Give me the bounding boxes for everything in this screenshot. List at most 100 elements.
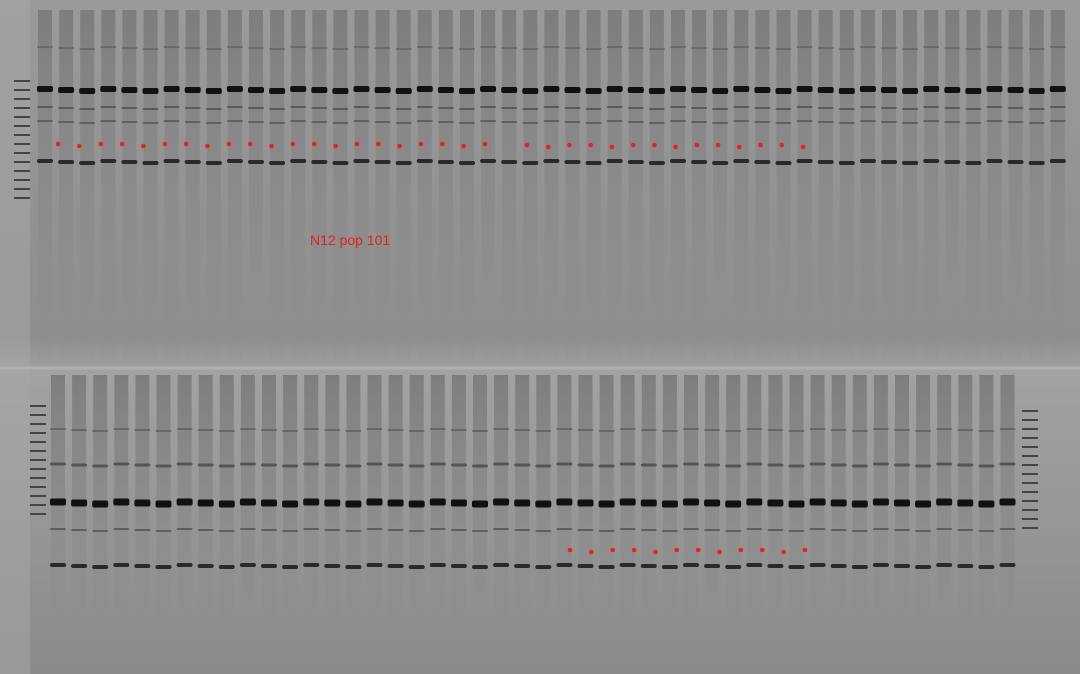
band [459, 108, 475, 110]
band [269, 48, 286, 50]
band [92, 565, 109, 569]
band [239, 528, 256, 530]
band [986, 86, 1003, 92]
band [514, 463, 531, 467]
band [353, 106, 370, 108]
band [374, 47, 391, 49]
band [218, 464, 235, 468]
band [514, 529, 531, 531]
band [459, 122, 475, 124]
band [619, 498, 636, 506]
band [58, 47, 75, 49]
lane [945, 10, 960, 360]
lane [72, 375, 87, 640]
ladder-band [14, 80, 30, 82]
band [598, 430, 615, 432]
band [416, 86, 433, 92]
band [704, 499, 721, 507]
band [121, 160, 138, 164]
band [416, 120, 433, 122]
band [661, 464, 678, 468]
band [859, 86, 876, 92]
lane [164, 10, 179, 360]
band [775, 161, 792, 165]
band [894, 529, 910, 531]
band [788, 500, 805, 508]
band [113, 563, 130, 567]
band [184, 121, 201, 123]
band [619, 428, 636, 430]
band [1007, 121, 1024, 123]
band [345, 464, 362, 468]
dot [375, 141, 381, 147]
band [374, 121, 391, 123]
band [683, 563, 699, 567]
band [134, 429, 151, 431]
lane [304, 375, 319, 640]
band [176, 462, 193, 466]
band [71, 564, 88, 568]
band [374, 107, 391, 109]
lane [59, 10, 74, 360]
band [353, 46, 370, 48]
band [965, 161, 982, 165]
ladder-band [14, 116, 30, 118]
band [725, 430, 742, 432]
band [851, 530, 868, 532]
band [205, 48, 222, 50]
band [809, 428, 826, 430]
band [184, 107, 201, 109]
band [239, 462, 256, 466]
band [796, 106, 813, 108]
band [704, 564, 721, 568]
band [627, 107, 644, 109]
band [37, 86, 53, 92]
band [493, 498, 510, 506]
band [303, 563, 320, 567]
band [598, 500, 615, 508]
band [1049, 106, 1066, 108]
dot [226, 141, 232, 147]
band [733, 106, 750, 108]
lane [649, 10, 664, 360]
lane [810, 375, 825, 640]
band [366, 498, 383, 506]
band [450, 499, 467, 507]
band [459, 161, 475, 165]
band [121, 87, 138, 93]
band [894, 499, 910, 507]
band [113, 528, 130, 530]
lane [747, 375, 762, 640]
band [218, 430, 235, 432]
band [366, 428, 383, 430]
lane [628, 10, 643, 360]
band [332, 48, 349, 50]
band [598, 530, 615, 532]
band [881, 107, 897, 109]
band [514, 429, 531, 431]
band [429, 563, 446, 567]
band [429, 462, 446, 466]
band [661, 430, 678, 432]
band [163, 120, 180, 122]
band [282, 530, 299, 532]
dot [589, 549, 594, 555]
band [543, 120, 560, 122]
band [683, 428, 699, 430]
band [817, 87, 834, 93]
band [830, 529, 847, 531]
band [92, 430, 109, 432]
band [261, 499, 277, 507]
band [564, 121, 581, 123]
band [661, 500, 678, 508]
ladder-band [14, 89, 30, 91]
band [450, 529, 467, 531]
ladder-band [1022, 446, 1038, 448]
band [493, 462, 510, 466]
band [733, 120, 750, 122]
band [239, 498, 256, 506]
band [851, 565, 868, 569]
ladder-band [14, 107, 30, 109]
ladder-band [30, 414, 46, 416]
